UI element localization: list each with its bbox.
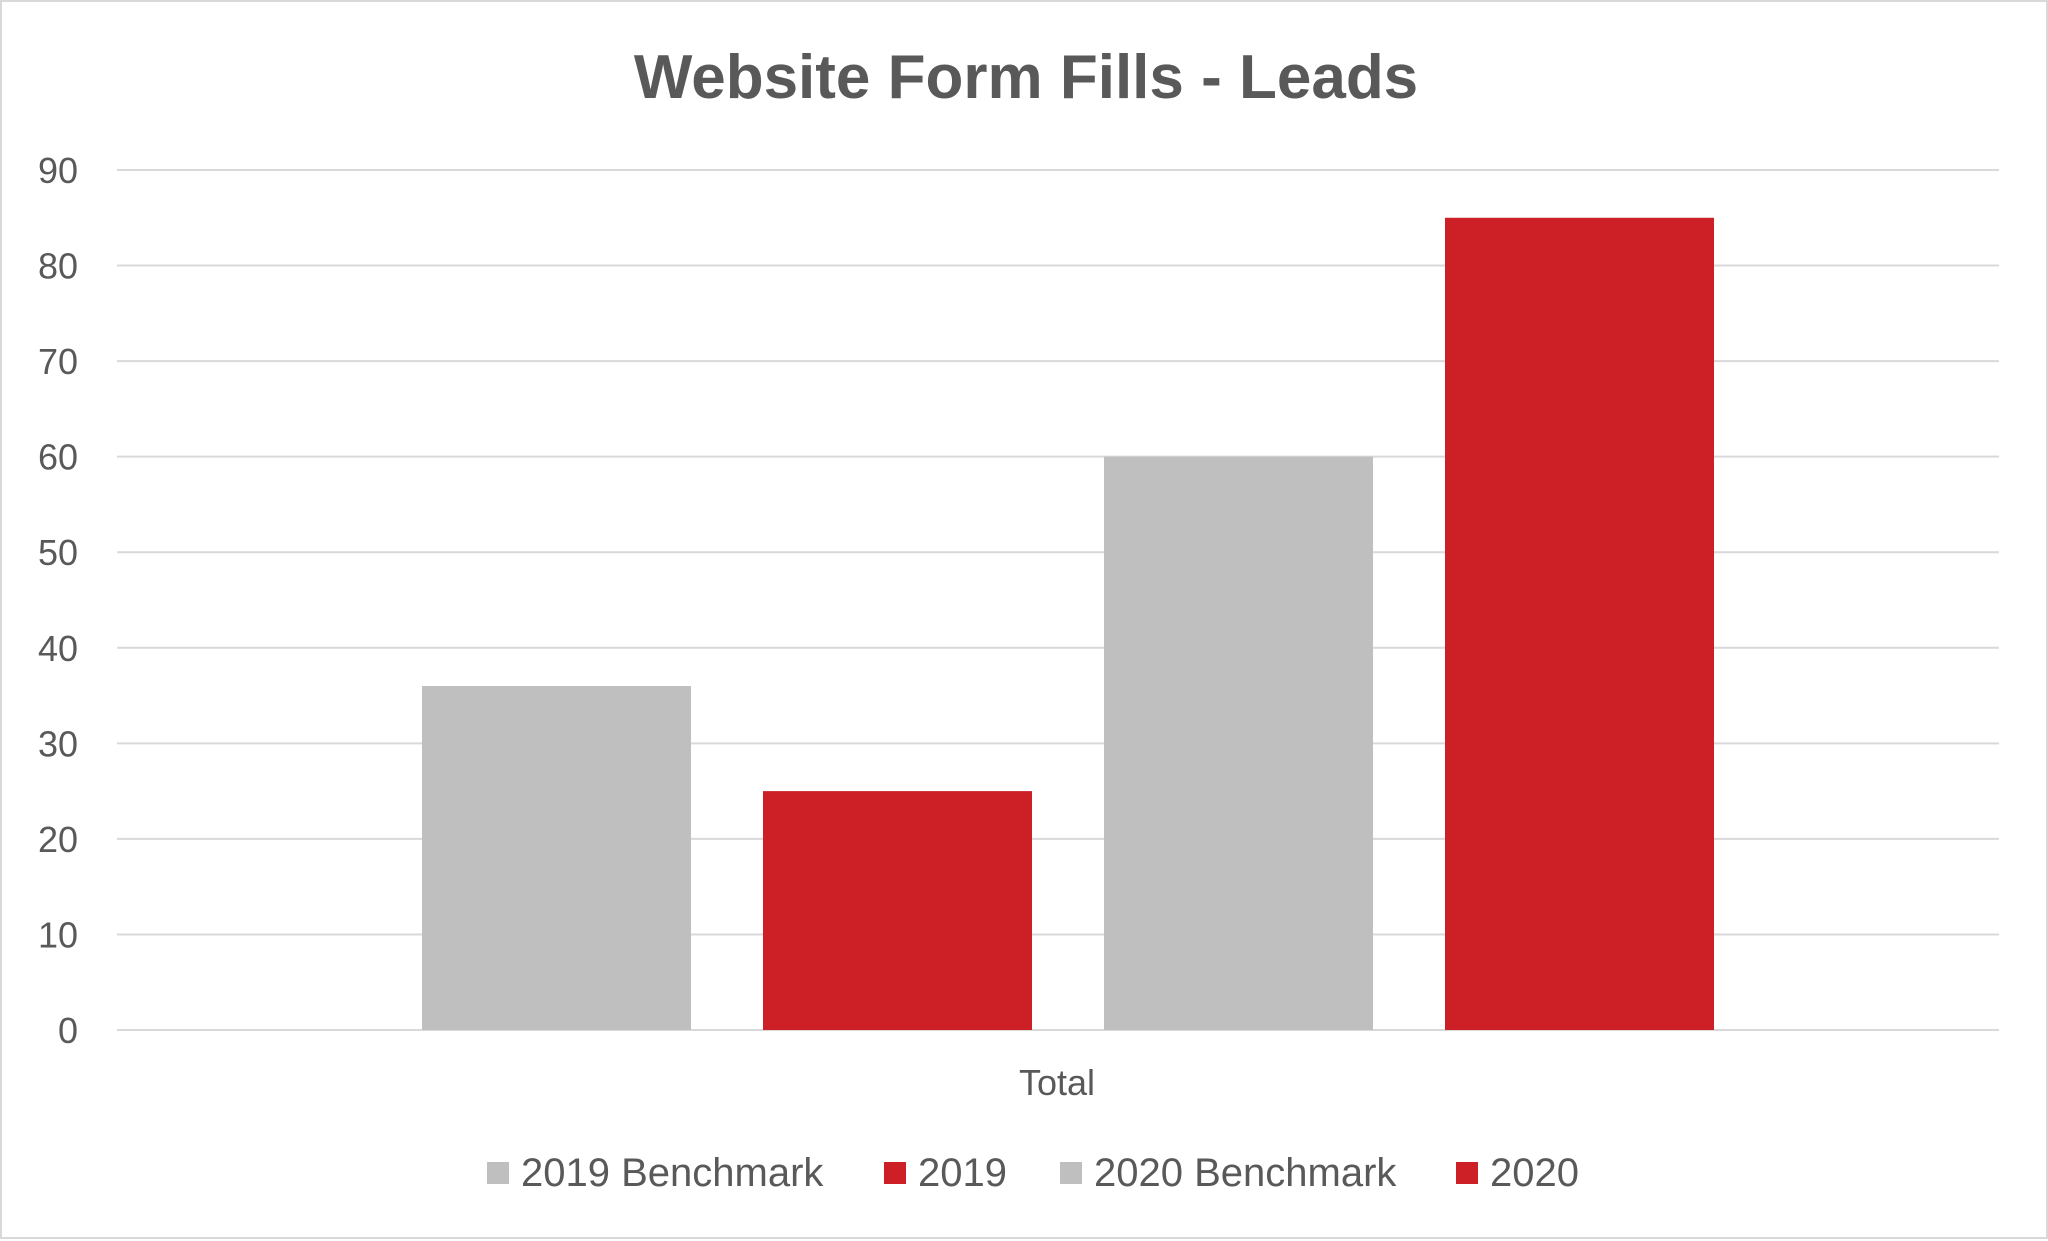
y-axis-ticks: 0 10 20 30 40 50 60 70 80 90 xyxy=(38,150,78,1051)
bar-2019-benchmark xyxy=(422,686,691,1030)
y-tick-label: 40 xyxy=(38,628,78,669)
gridlines xyxy=(117,169,1999,1031)
y-tick-label: 50 xyxy=(38,532,78,573)
legend-swatch xyxy=(1060,1162,1082,1184)
y-tick-label: 70 xyxy=(38,341,78,382)
chart-title: Website Form Fills - Leads xyxy=(634,43,1418,112)
y-tick-label: 60 xyxy=(38,437,78,478)
y-tick-label: 10 xyxy=(38,914,78,955)
x-tick-label: Total xyxy=(1019,1062,1095,1103)
legend-label: 2019 xyxy=(918,1151,1007,1195)
bars xyxy=(422,217,1714,1031)
legend-swatch xyxy=(884,1162,906,1184)
x-axis-ticks: Total xyxy=(1019,1062,1095,1103)
legend-label: 2019 Benchmark xyxy=(521,1151,824,1195)
y-tick-label: 80 xyxy=(38,246,78,287)
legend-swatch xyxy=(1456,1162,1478,1184)
legend-swatch xyxy=(487,1162,509,1184)
legend-label: 2020 Benchmark xyxy=(1094,1151,1397,1195)
y-tick-label: 20 xyxy=(38,819,78,860)
bar-2019 xyxy=(763,791,1032,1030)
y-tick-label: 0 xyxy=(58,1010,78,1051)
y-tick-label: 90 xyxy=(38,150,78,191)
legend: 2019 Benchmark 2019 2020 Benchmark 2020 xyxy=(487,1151,1579,1195)
legend-label: 2020 xyxy=(1490,1151,1579,1195)
bar-2020-benchmark xyxy=(1104,456,1373,1031)
y-tick-label: 30 xyxy=(38,723,78,764)
bar-2020 xyxy=(1445,217,1714,1030)
